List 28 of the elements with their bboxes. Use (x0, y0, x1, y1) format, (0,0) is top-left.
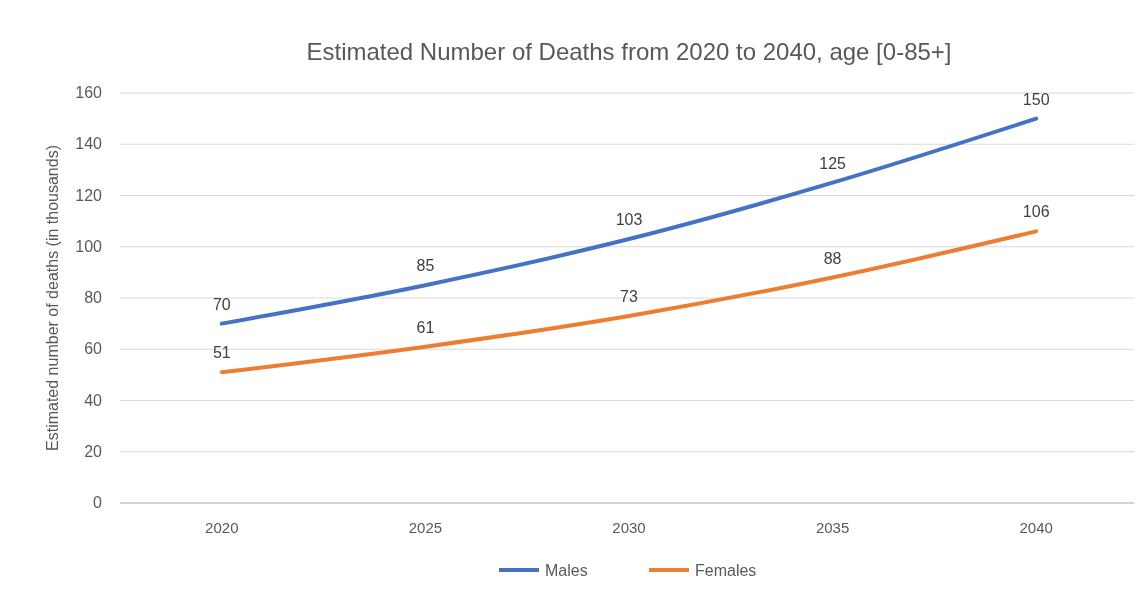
x-tick-label: 2040 (1019, 519, 1053, 536)
y-tick-label: 0 (93, 494, 103, 511)
y-axis-title: Estimated number of deaths (in thousands) (44, 145, 61, 451)
data-label: 70 (212, 295, 231, 313)
y-tick-label: 160 (75, 84, 103, 101)
data-label: 88 (823, 249, 842, 267)
x-tick-label: 2035 (815, 519, 850, 536)
y-tick-label: 60 (84, 340, 103, 358)
data-label: 51 (212, 344, 231, 362)
legend-label: Males (545, 562, 588, 579)
y-tick-label: 40 (84, 391, 103, 409)
data-label: 150 (1022, 90, 1050, 108)
y-tick-label: 120 (75, 186, 103, 204)
x-tick-label: 2030 (612, 519, 646, 536)
data-label: 103 (615, 211, 643, 229)
data-label: 85 (416, 257, 435, 275)
x-tick-label: 2020 (205, 519, 239, 536)
data-label: 61 (416, 318, 435, 336)
chart-title: Estimated Number of Deaths from 2020 to 2040, age [0-85+] (306, 38, 952, 65)
y-tick-label: 80 (84, 289, 103, 306)
x-tick-label: 2025 (408, 519, 443, 536)
y-tick-label: 100 (75, 237, 103, 255)
y-tick-label: 140 (75, 135, 103, 153)
data-label: 106 (1022, 203, 1050, 221)
y-tick-label: 20 (84, 442, 103, 460)
data-label: 73 (620, 287, 638, 305)
data-label: 125 (819, 154, 847, 172)
legend-label: Females (695, 562, 757, 579)
